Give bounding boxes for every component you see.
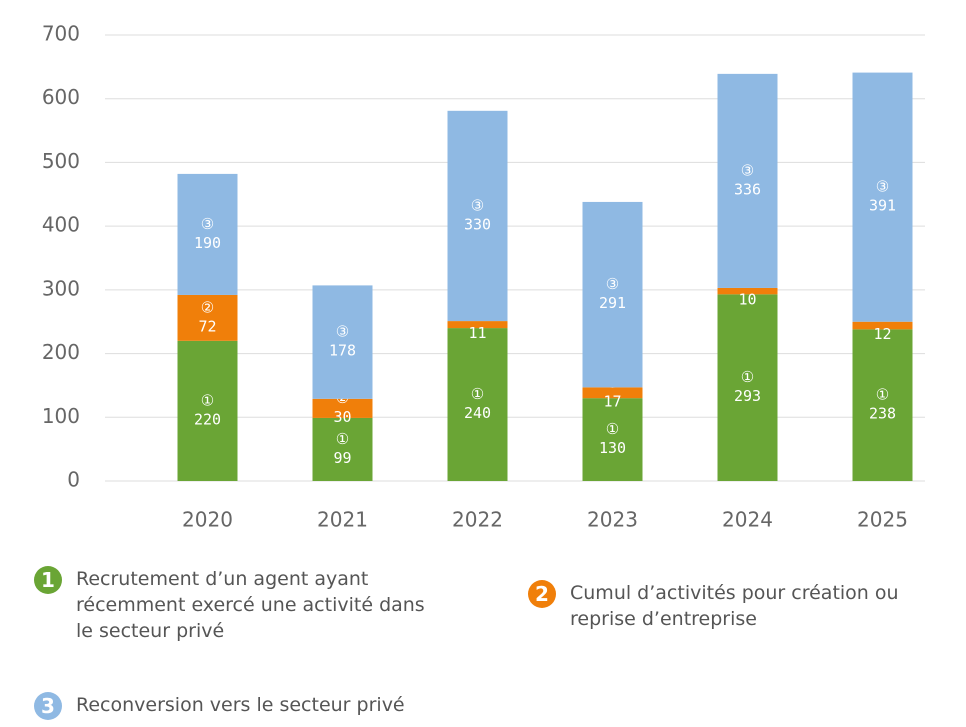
data-label: 17 [603,392,621,410]
data-label: 330 [464,215,491,233]
data-label: 30 [333,408,351,426]
bar-segment [447,321,508,329]
segment-symbol: ① [876,386,889,404]
x-tick-label: 2021 [317,508,368,532]
segment-symbol: ① [471,385,484,403]
data-label: 11 [468,324,486,342]
data-label: 336 [734,180,761,198]
legend-marker: 3 [34,692,62,720]
segment-symbol: ③ [201,215,214,233]
y-tick-label: 0 [67,468,80,492]
bar-segment [717,73,778,288]
legend-item: 1 Recrutement d’un agent ayant récemment … [34,566,434,644]
bar-segment [582,398,643,481]
segment-symbol: ③ [741,161,754,179]
y-tick-label: 500 [42,149,80,173]
y-tick-label: 200 [42,340,80,364]
chart: 01002003004005006007002020①220②72③190202… [42,22,925,532]
data-label: 99 [333,449,351,467]
data-label: 240 [464,404,491,422]
y-tick-label: 600 [42,85,80,109]
bar-segment [852,329,913,481]
x-tick-label: 2023 [587,508,638,532]
y-tick-label: 400 [42,213,80,237]
bar-segment [582,387,643,399]
y-tick-label: 700 [42,22,80,46]
bar-segment [717,294,778,481]
data-label: 291 [599,294,626,312]
segment-symbol: ① [201,391,214,409]
data-label: 190 [194,234,221,252]
segment-symbol: ③ [471,196,484,214]
segment-symbol: ① [741,368,754,386]
legend-marker: 2 [528,580,556,608]
segment-symbol: ① [606,420,619,438]
data-label: 293 [734,387,761,405]
data-label: 238 [869,405,896,423]
y-tick-label: 100 [42,404,80,428]
legend-label: Recrutement d’un agent ayant récemment e… [76,568,425,642]
x-tick-label: 2025 [857,508,908,532]
bar-segment [852,72,913,322]
legend-marker: 1 [34,566,62,594]
bar-segment [582,201,643,388]
bar-segment [312,398,373,418]
bar-segment [312,285,373,399]
bar-segment [312,417,373,481]
legend-item: 3 Reconversion vers le secteur privé [34,692,454,720]
bar-segment [177,340,238,481]
data-label: 12 [873,325,891,343]
data-label: 72 [198,317,216,335]
bar-segment [717,287,778,295]
x-tick-label: 2022 [452,508,503,532]
segment-symbol: ③ [876,178,889,196]
bar-segment [177,173,238,295]
legend-label: Reconversion vers le secteur privé [76,694,405,716]
legend-label: Cumul d’activités pour création ou repri… [570,582,899,630]
segment-symbol: ③ [606,275,619,293]
bar-segment [177,294,238,341]
legend-item: 2 Cumul d’activités pour création ou repr… [528,580,948,632]
segment-symbol: ② [201,298,214,316]
data-label: 220 [194,410,221,428]
x-tick-label: 2020 [182,508,233,532]
segment-symbol: ① [336,430,349,448]
data-label: 130 [599,439,626,457]
data-label: 391 [869,197,896,215]
bar-segment [447,328,508,481]
x-tick-label: 2024 [722,508,773,532]
segment-symbol: ③ [336,323,349,341]
data-label: 178 [329,342,356,360]
bar-segment [852,321,913,330]
bar-segment [447,110,508,322]
data-label: 10 [738,291,756,309]
y-tick-label: 300 [42,276,80,300]
